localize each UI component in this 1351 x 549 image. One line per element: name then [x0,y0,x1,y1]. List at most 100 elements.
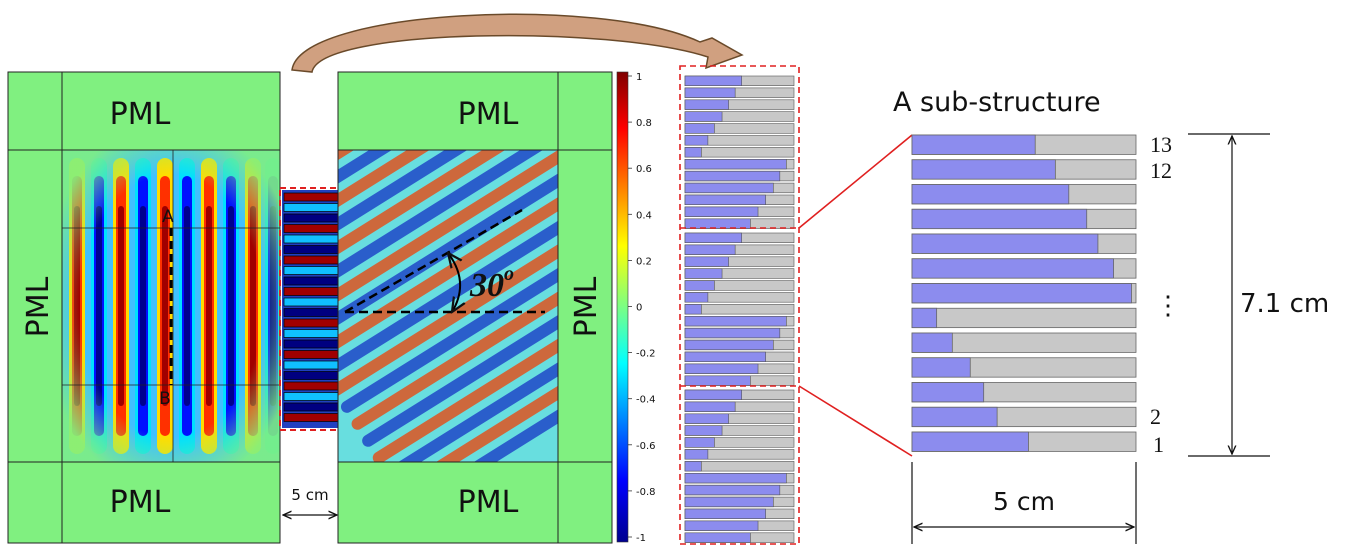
column-row [684,194,795,205]
substructure-rows [911,134,1137,452]
column-row [684,304,795,315]
colorbar: 1 0.8 0.6 0.4 0.2 0 -0.2 -0.4 -0.6 -0.8 -1 [616,71,656,544]
column-row [684,425,795,436]
colorbar-tick-label: 0.4 [636,210,652,221]
metasurface-strip [282,190,340,428]
strip-cell [283,192,339,202]
column-row [684,182,795,194]
left-simulation-panel: PML PML PML A B [7,71,281,544]
colorbar-tick-label: 0.6 [636,164,652,175]
wave-trough-band [404,328,558,462]
strip-cell [283,308,339,317]
column-row [684,75,795,86]
wave-trough-band [338,150,547,278]
strip-cell [283,371,339,380]
column-row [684,315,795,327]
colorbar-tick-label: -0.6 [636,441,656,452]
pml-label-left-side: PML [21,276,56,337]
column-row [684,437,795,448]
colorbar-gradient [616,71,629,543]
wave-trough-band [338,150,558,312]
column-row [684,327,795,339]
pml-label-left-bottom: PML [110,485,171,520]
column-row [684,280,795,291]
column-row [684,268,795,279]
column-row [684,449,795,460]
zoom-connector-bottom [798,385,913,457]
column-row [684,147,795,158]
strip-cell [283,224,339,233]
substructure-row [911,184,1137,205]
wave-crest-band [338,150,536,261]
strip-cell [283,213,339,223]
column-row [684,461,795,472]
substructure-row [911,283,1137,304]
substructure-row [911,307,1137,329]
wave-crest-band [338,210,558,396]
column-row [684,244,795,255]
column-row [684,401,795,412]
strip-cell [283,234,339,244]
row-label-dots: ⋮ [1155,291,1181,320]
substructure-row [911,159,1137,180]
strip-cell [283,381,339,391]
column-row [684,87,795,98]
column-row [684,375,795,386]
colorbar-tick-label: 1 [636,72,642,83]
strip-cell [283,203,339,212]
wave-trough-band [383,294,558,462]
column-row [684,123,795,134]
strip-cell [283,339,339,349]
column-row [684,532,795,543]
wave-crest-band [372,277,558,462]
strip-cell [283,360,339,370]
strip-cell [283,413,339,422]
point-a-label: A [162,207,174,227]
column-row [684,496,795,508]
column-row [684,99,795,110]
column-row [684,351,795,362]
strip-cell [283,318,339,328]
wave-crest-band [351,243,558,430]
pml-label-right-side: PML [569,276,604,337]
colorbar-tick-label: 0.2 [636,256,652,267]
row-label-12: 12 [1150,158,1172,183]
width-label: 5 cm [993,487,1055,516]
column-row [684,508,795,519]
substructure-row [911,233,1137,254]
column-row [684,170,795,182]
column-row [684,159,795,170]
column-row [684,389,795,400]
right-simulation-panel: 30o PML PML PML [337,71,613,544]
wave-crest-band [393,311,558,462]
column-row [684,484,795,496]
transfer-arrow [291,13,744,73]
substructure-row [911,208,1137,230]
pml-label-right-top: PML [458,97,519,132]
column-row [684,232,795,243]
refracted-dashed-line [344,208,523,314]
strip-cell [283,297,339,307]
pml-label-right-bottom: PML [458,485,519,520]
zoom-connector-top [798,134,913,229]
colorbar-tick-label: -0.8 [636,487,656,498]
column-row [684,339,795,351]
substructure-row [911,332,1137,353]
colorbar-tick-label: -1 [636,533,646,544]
strip-cell [283,245,339,254]
height-label: 7.1 cm [1240,289,1329,319]
column-row [684,206,795,217]
substructure-row [911,258,1137,279]
wave-crest-band [338,150,557,295]
substructure-title: A sub-structure [893,87,1101,118]
substructure-row [911,382,1137,403]
strip-cell [283,402,339,412]
strip-cell [283,287,339,296]
wave-crest-band [338,150,558,329]
colorbar-tick-label: 0.8 [636,118,652,129]
wave-trough-band [340,227,558,413]
angle-label: 30o [469,263,514,304]
strip-cell [283,276,339,286]
column-row [684,111,795,122]
